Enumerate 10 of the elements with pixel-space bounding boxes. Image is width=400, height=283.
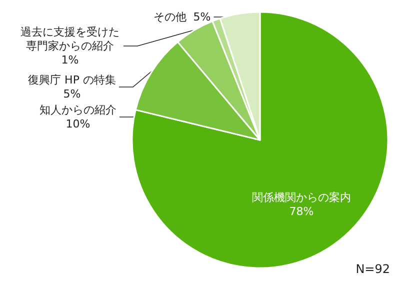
slice-label: 過去に支援を受けた専門家からの紹介 (20, 26, 120, 52)
data-label: 5% (63, 88, 81, 100)
slice-label: その他 5% (153, 10, 211, 24)
slice-label: 関係機関からの案内 (252, 191, 351, 204)
data-label: 10% (66, 118, 90, 130)
text: N=92 (356, 262, 390, 276)
slice-label: 復興庁 HP の特集 (28, 74, 116, 86)
data-label: 1% (61, 54, 79, 66)
data-label: 78% (289, 205, 314, 218)
slice-label: 知人からの紹介 (40, 104, 116, 116)
